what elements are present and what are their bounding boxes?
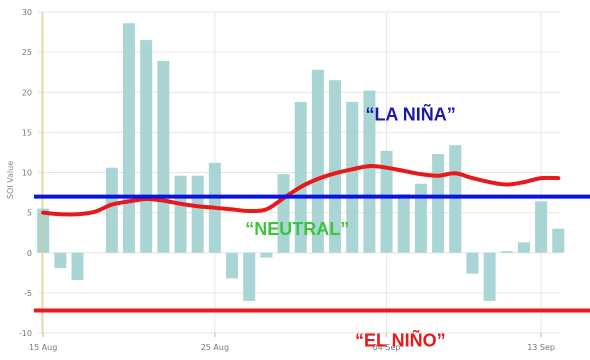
bar <box>37 208 50 253</box>
bar <box>71 252 84 281</box>
bar <box>226 252 239 279</box>
bar <box>277 174 290 253</box>
bar <box>122 23 136 253</box>
bar <box>380 150 393 253</box>
bar <box>414 183 427 253</box>
bar <box>466 252 479 274</box>
bar <box>260 252 273 258</box>
annotation-label: “EL NIÑO” <box>355 330 446 351</box>
bar <box>329 80 342 253</box>
bar <box>105 167 118 253</box>
y-tick-label: 15 <box>22 128 32 137</box>
bar <box>432 154 445 253</box>
bar <box>517 242 530 253</box>
y-axis-label: SOI Value <box>6 161 15 199</box>
y-tick-label: 0 <box>27 249 32 258</box>
y-tick-label: 30 <box>22 8 32 17</box>
bar <box>191 175 204 253</box>
bar <box>552 228 565 253</box>
axis-ticks: 30 25 20 15 10 5 0 -5 -10 15 Aug 25 Aug 04 Sep 13 Se… <box>19 8 555 352</box>
bar <box>483 252 496 301</box>
bar <box>311 69 324 253</box>
y-tick-label: 25 <box>22 48 32 57</box>
bar <box>174 175 187 253</box>
bar <box>346 101 359 253</box>
bar <box>140 40 153 253</box>
bar <box>500 251 513 253</box>
y-tick-label: 5 <box>27 209 32 218</box>
annotations: “LA NIÑA” “NEUTRAL” “EL NIÑO” <box>245 103 455 350</box>
x-tick-label: 04 Sep <box>373 343 401 352</box>
annotation-label: “NEUTRAL” <box>245 219 349 239</box>
y-tick-label: -10 <box>19 329 32 338</box>
bar <box>449 145 462 253</box>
y-tick-label: 20 <box>22 88 32 97</box>
bar <box>363 90 376 253</box>
series-layer <box>34 12 590 333</box>
soi-trend-line <box>41 164 561 217</box>
x-tick-label: 15 Aug <box>29 343 57 352</box>
bar <box>157 60 170 253</box>
bar <box>535 201 548 253</box>
bar <box>243 252 256 301</box>
y-tick-label: 10 <box>22 169 32 178</box>
bar <box>294 101 307 253</box>
annotation-label: “LA NIÑA” <box>365 103 455 124</box>
soi-bars <box>37 23 565 301</box>
y-tick-label: -5 <box>24 289 32 298</box>
bar <box>54 252 67 268</box>
x-tick-label: 25 Aug <box>201 343 229 352</box>
bar <box>397 194 410 253</box>
x-tick-label: 13 Sep <box>527 343 555 352</box>
